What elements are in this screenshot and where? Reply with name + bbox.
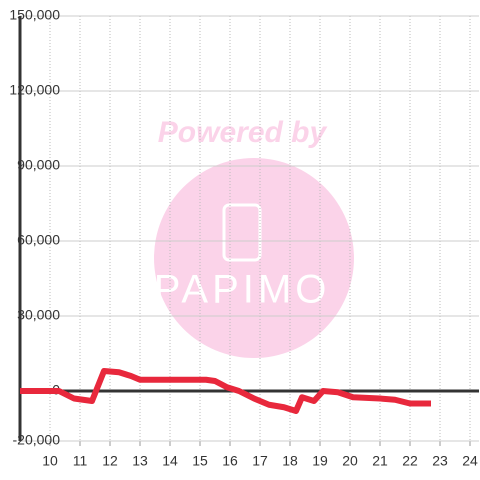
y-tick-label: 150,000: [9, 7, 60, 23]
x-tick-label: 19: [312, 453, 328, 469]
y-tick-label: 90,000: [17, 157, 60, 173]
x-tick-label: 12: [102, 453, 118, 469]
y-tick-label: 120,000: [9, 82, 60, 98]
watermark-circle: [154, 158, 354, 358]
watermark-title: Powered by: [158, 116, 328, 149]
x-tick-label: 17: [252, 453, 268, 469]
x-tick-label: 15: [192, 453, 208, 469]
x-tick-label: 20: [342, 453, 358, 469]
x-tick-label: 22: [402, 453, 418, 469]
watermark-brand: PAPIMO: [154, 268, 331, 312]
y-tick-label: 30,000: [17, 307, 60, 323]
x-tick-label: 23: [432, 453, 448, 469]
line: [20, 368, 431, 414]
x-tick-label: 18: [282, 453, 298, 469]
x-tick-label: 21: [372, 453, 388, 469]
x-tick-label: 13: [132, 453, 148, 469]
y-tick-label: 60,000: [17, 232, 60, 248]
x-tick-label: 24: [462, 453, 478, 469]
x-tick-label: 11: [73, 453, 88, 469]
x-tick-label: 10: [42, 453, 58, 469]
y-tick-label: -20,000: [13, 432, 61, 448]
x-tick-label: 16: [222, 453, 238, 469]
x-tick-label: 14: [162, 453, 178, 469]
